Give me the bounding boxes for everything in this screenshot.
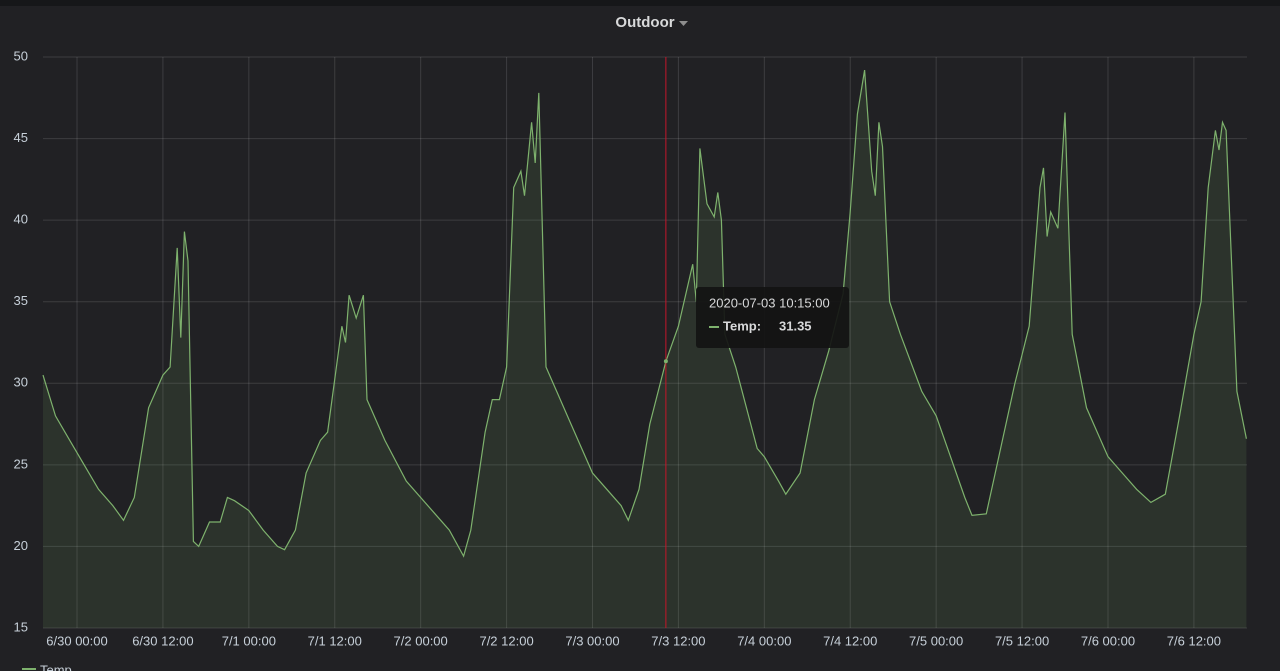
- area-fill: [43, 70, 1247, 629]
- x-tick-label: 7/5 00:00: [909, 633, 963, 648]
- y-tick-label: 45: [14, 130, 28, 145]
- x-tick-label: 7/4 12:00: [823, 633, 877, 648]
- x-tick-label: 7/3 00:00: [565, 633, 619, 648]
- y-tick-label: 30: [14, 375, 28, 390]
- x-tick-label: 7/2 12:00: [479, 633, 533, 648]
- x-tick-label: 7/6 00:00: [1081, 633, 1135, 648]
- hover-point: [663, 359, 668, 364]
- x-tick-label: 6/30 12:00: [132, 633, 193, 648]
- legend-label: Temp: [40, 662, 72, 671]
- x-tick-label: 7/4 00:00: [737, 633, 791, 648]
- panel-title[interactable]: Outdoor: [615, 14, 674, 31]
- x-tick-label: 7/1 12:00: [308, 633, 362, 648]
- tooltip-value: 31.35: [779, 318, 812, 333]
- y-tick-label: 50: [14, 48, 28, 63]
- y-tick-label: 25: [14, 456, 28, 471]
- y-tick-label: 40: [14, 212, 28, 227]
- y-tick-label: 15: [14, 619, 28, 634]
- y-tick-label: 35: [14, 293, 28, 308]
- x-tick-label: 7/2 00:00: [394, 633, 448, 648]
- x-tick-label: 7/1 00:00: [222, 633, 276, 648]
- tooltip-label: Temp:: [723, 318, 761, 333]
- tooltip-box: [696, 287, 849, 348]
- y-tick-label: 20: [14, 538, 28, 553]
- tooltip-time: 2020-07-03 10:15:00: [709, 295, 830, 310]
- series-line: [42, 70, 1247, 558]
- x-tick-label: 7/6 12:00: [1167, 633, 1221, 648]
- title-caret[interactable]: [679, 21, 688, 26]
- x-tick-label: 7/5 12:00: [995, 633, 1049, 648]
- panel-bg: [0, 6, 1280, 671]
- x-tick-label: 7/3 12:00: [651, 633, 705, 648]
- x-tick-label: 6/30 00:00: [46, 633, 107, 648]
